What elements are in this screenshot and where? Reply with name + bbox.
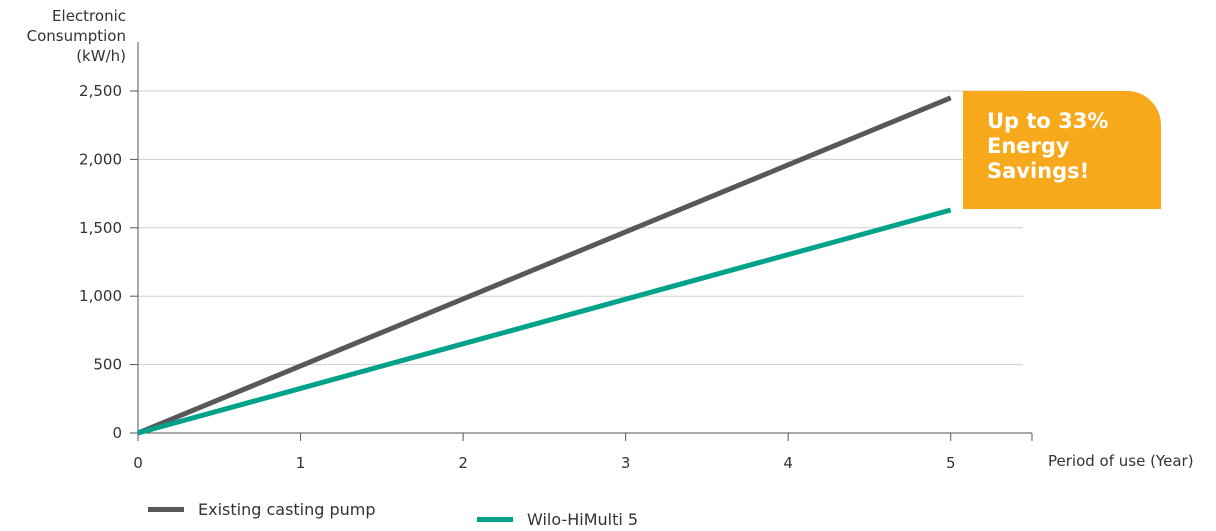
y-axis-title-line-1: Electronic xyxy=(52,7,126,25)
y-tick-label: 2,500 xyxy=(79,82,122,100)
y-tick-label: 2,000 xyxy=(79,150,122,168)
y-tick-label: 500 xyxy=(93,356,122,374)
x-tick-label: 4 xyxy=(783,454,793,472)
legend-item-wilo-himulti: Wilo-HiMulti 5 xyxy=(477,510,638,529)
callout-line-3: Savings! xyxy=(987,159,1090,183)
x-tick-label: 3 xyxy=(621,454,631,472)
x-tick-label: 1 xyxy=(296,454,306,472)
legend-label-existing-pump: Existing casting pump xyxy=(198,500,376,519)
axes xyxy=(130,42,1033,441)
x-tick-label: 0 xyxy=(133,454,143,472)
callout-line-2: Energy xyxy=(987,134,1070,158)
legend-item-existing-pump: Existing casting pump xyxy=(148,500,376,519)
series-lines xyxy=(137,95,952,436)
series-line-1 xyxy=(137,207,952,436)
x-tick-label: 5 xyxy=(946,454,956,472)
series-line-0 xyxy=(137,95,952,436)
y-tick-label: 1,000 xyxy=(79,287,122,305)
tick-labels: 0 500 1,000 1,500 2,000 2,500 0 1 2 3 4 5 xyxy=(79,82,955,472)
callout-line-1: Up to 33% xyxy=(987,109,1109,133)
y-axis-title-line-2: Consumption xyxy=(26,27,126,45)
y-axis-title-line-3: (kW/h) xyxy=(76,47,126,65)
grid-lines xyxy=(138,90,1023,366)
x-axis-title: Period of use (Year) xyxy=(1048,452,1194,470)
legend-swatch-wilo-himulti xyxy=(477,517,513,522)
y-tick-label: 0 xyxy=(112,424,122,442)
legend-swatch-existing-pump xyxy=(148,507,184,512)
energy-savings-callout: Up to 33% Energy Savings! xyxy=(963,91,1161,209)
legend-label-wilo-himulti: Wilo-HiMulti 5 xyxy=(527,510,639,529)
x-tick-label: 2 xyxy=(458,454,468,472)
y-tick-label: 1,500 xyxy=(79,219,122,237)
